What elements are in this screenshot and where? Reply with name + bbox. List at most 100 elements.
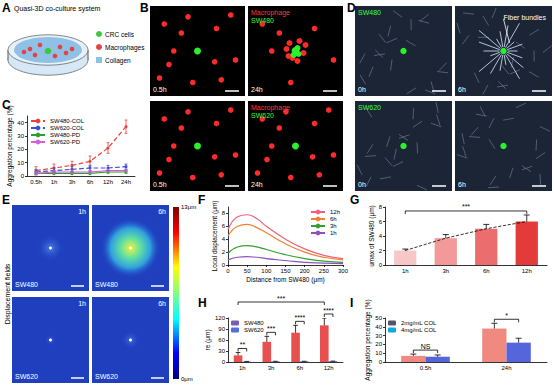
svg-text:30: 30 — [218, 348, 225, 354]
svg-text:CRC cells: CRC cells — [105, 31, 135, 38]
svg-text:6h: 6h — [158, 300, 166, 307]
svg-text:0.5h: 0.5h — [153, 86, 167, 93]
svg-text:I: I — [350, 296, 353, 310]
svg-text:**: ** — [240, 341, 246, 348]
svg-text:150: 150 — [280, 268, 291, 274]
svg-text:200: 200 — [300, 268, 311, 274]
svg-text:60: 60 — [218, 337, 225, 343]
svg-text:H: H — [198, 296, 207, 310]
svg-text:SW620: SW620 — [95, 373, 118, 380]
svg-text:300: 300 — [338, 268, 349, 274]
svg-text:120: 120 — [215, 315, 226, 321]
svg-text:6: 6 — [379, 219, 383, 225]
svg-text:A: A — [2, 1, 11, 15]
svg-text:0.5h: 0.5h — [153, 181, 167, 188]
svg-text:13μm: 13μm — [181, 204, 196, 210]
svg-text:SW620: SW620 — [244, 327, 264, 333]
svg-text:NS: NS — [421, 343, 431, 350]
svg-text:90: 90 — [218, 326, 225, 332]
svg-text:6h: 6h — [330, 216, 337, 222]
svg-text:1h: 1h — [51, 179, 58, 185]
svg-text:SW480: SW480 — [251, 17, 274, 24]
svg-text:***: *** — [462, 203, 470, 210]
svg-text:10: 10 — [375, 350, 382, 356]
svg-text:Aggregation percentage (%): Aggregation percentage (%) — [6, 105, 14, 186]
svg-text:12h: 12h — [324, 365, 334, 371]
svg-text:50: 50 — [375, 315, 382, 321]
svg-text:E: E — [2, 193, 10, 207]
svg-text:SW480-PD: SW480-PD — [50, 132, 81, 138]
svg-text:250: 250 — [319, 268, 330, 274]
svg-text:2: 2 — [379, 248, 383, 254]
svg-text:SW620: SW620 — [358, 104, 381, 111]
svg-text:3h: 3h — [69, 179, 76, 185]
svg-text:Local displacement (μm): Local displacement (μm) — [211, 201, 219, 272]
svg-text:24h: 24h — [121, 179, 131, 185]
svg-text:1h: 1h — [239, 365, 246, 371]
svg-text:40: 40 — [375, 324, 382, 330]
svg-text:Aggregation percentage (%): Aggregation percentage (%) — [364, 299, 372, 380]
svg-text:Displacement fields: Displacement fields — [4, 263, 12, 324]
svg-text:Distance from SW480 (μm): Distance from SW480 (μm) — [246, 276, 325, 284]
svg-text:***: *** — [277, 295, 285, 302]
svg-text:3h: 3h — [330, 223, 337, 229]
svg-text:6h: 6h — [483, 268, 490, 274]
svg-text:SW480: SW480 — [95, 281, 118, 288]
svg-text:G: G — [350, 193, 359, 207]
svg-text:8: 8 — [222, 210, 226, 216]
svg-text:0: 0 — [21, 173, 25, 179]
svg-text:4: 4 — [222, 236, 226, 242]
svg-text:0: 0 — [222, 359, 226, 365]
svg-text:100: 100 — [261, 268, 272, 274]
svg-text:6h: 6h — [458, 181, 466, 188]
svg-text:1h: 1h — [78, 300, 86, 307]
svg-text:re (μm): re (μm) — [204, 329, 212, 350]
svg-text:6h: 6h — [297, 365, 304, 371]
svg-text:1h: 1h — [402, 268, 409, 274]
svg-text:24h: 24h — [251, 86, 263, 93]
svg-text:Quasi-3D co-culture system: Quasi-3D co-culture system — [14, 5, 101, 13]
svg-text:8: 8 — [379, 204, 383, 210]
svg-text:10: 10 — [17, 160, 24, 166]
svg-text:0.5h: 0.5h — [30, 179, 42, 185]
svg-text:4mg/mL COL: 4mg/mL COL — [401, 327, 437, 333]
svg-text:SW620-COL: SW620-COL — [50, 125, 85, 131]
svg-text:30: 30 — [17, 133, 24, 139]
svg-text:0h: 0h — [358, 86, 366, 93]
svg-text:0.5h: 0.5h — [420, 365, 432, 371]
svg-text:****: **** — [323, 307, 334, 314]
svg-text:12h: 12h — [330, 209, 340, 215]
svg-text:12h: 12h — [103, 179, 113, 185]
svg-text:4: 4 — [379, 233, 383, 239]
svg-text:6h: 6h — [158, 208, 166, 215]
svg-text:Macrophage: Macrophage — [251, 104, 290, 112]
svg-text:30: 30 — [375, 333, 382, 339]
svg-text:0: 0 — [222, 262, 226, 268]
svg-text:20: 20 — [17, 146, 24, 152]
svg-text:6h: 6h — [87, 179, 94, 185]
svg-text:3h: 3h — [268, 365, 275, 371]
svg-text:40: 40 — [17, 120, 24, 126]
svg-text:SW480: SW480 — [358, 9, 381, 16]
svg-text:50: 50 — [244, 268, 251, 274]
svg-text:0: 0 — [379, 262, 383, 268]
svg-text:SW620-PD: SW620-PD — [50, 139, 81, 145]
svg-text:****: **** — [294, 314, 305, 321]
svg-text:Macrophages: Macrophages — [105, 44, 145, 52]
svg-text:umax of SW480 (μm): umax of SW480 (μm) — [368, 205, 376, 267]
svg-text:D: D — [347, 1, 356, 15]
svg-text:0h: 0h — [358, 181, 366, 188]
svg-text:0: 0 — [226, 268, 230, 274]
svg-text:C: C — [2, 98, 11, 112]
svg-text:SW480: SW480 — [15, 281, 38, 288]
svg-text:SW620: SW620 — [15, 373, 38, 380]
svg-text:B: B — [140, 1, 149, 15]
svg-text:***: *** — [267, 325, 275, 332]
svg-text:2mg/mL COL: 2mg/mL COL — [401, 320, 437, 326]
svg-text:*: * — [505, 312, 508, 319]
svg-text:SW480: SW480 — [244, 320, 264, 326]
svg-text:24h: 24h — [251, 181, 263, 188]
svg-text:Macrophage: Macrophage — [251, 9, 290, 17]
svg-text:24h: 24h — [501, 365, 511, 371]
svg-text:0: 0 — [379, 359, 383, 365]
